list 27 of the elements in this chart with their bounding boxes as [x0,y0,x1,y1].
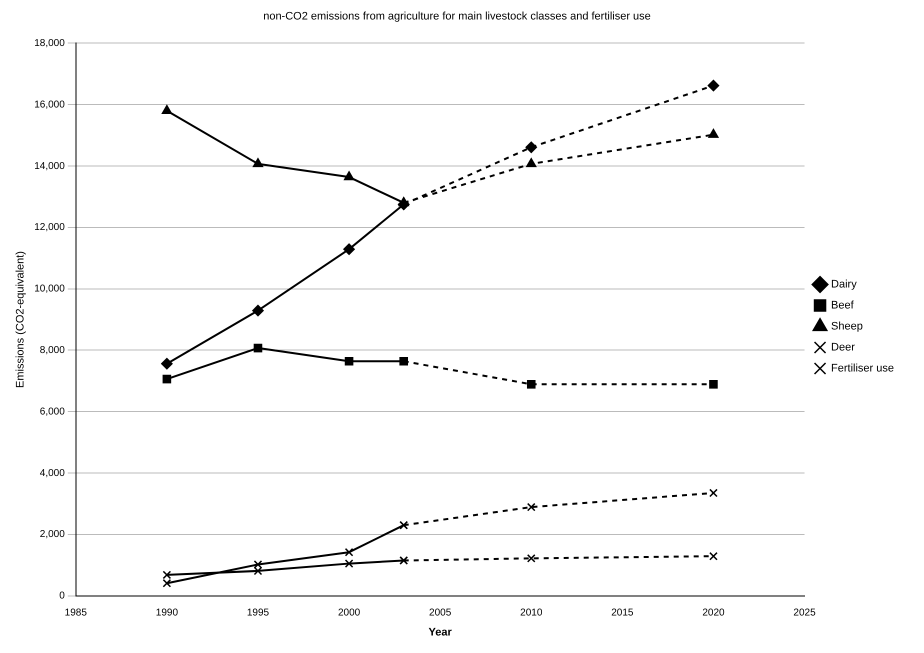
y-tick-label: 14,000 [34,160,66,172]
y-tick-label: 8,000 [40,344,66,356]
y-tick-label: 0 [59,590,66,602]
y-tick-label: 6,000 [40,406,66,418]
y-tick-label: 4,000 [40,468,66,479]
x-tick-label: 2025 [793,608,816,619]
x-tick-label: 2020 [702,608,726,619]
x-tick-label: 1990 [156,608,178,619]
y-tick-label: 16,000 [34,99,66,110]
y-tick-label: 10,000 [34,284,66,295]
y-tick-label: 18,000 [34,38,66,49]
x-tick-label: 1995 [246,608,270,619]
y-axis-title: Emissions (CO2-equivalent) [14,251,27,388]
x-tick-label: 2015 [611,608,634,619]
legend-label: Fertiliser use [831,362,894,375]
x-tick-label: 2010 [520,608,543,619]
y-tick-label: 12,000 [34,222,66,234]
legend-label: Dairy [831,278,858,291]
chart-title: non-CO2 emissions from agriculture for main livestock classes and fertiliser use [263,10,651,23]
x-axis-title: Year [428,626,453,638]
legend-label: Beef [831,300,855,312]
y-tick-label: 2,000 [40,529,66,540]
x-tick-label: 1985 [64,608,88,619]
x-tick-label: 2000 [338,608,361,619]
legend-label: Deer [831,342,856,354]
x-tick-label: 2005 [429,608,452,619]
legend-label: Sheep [831,320,863,333]
